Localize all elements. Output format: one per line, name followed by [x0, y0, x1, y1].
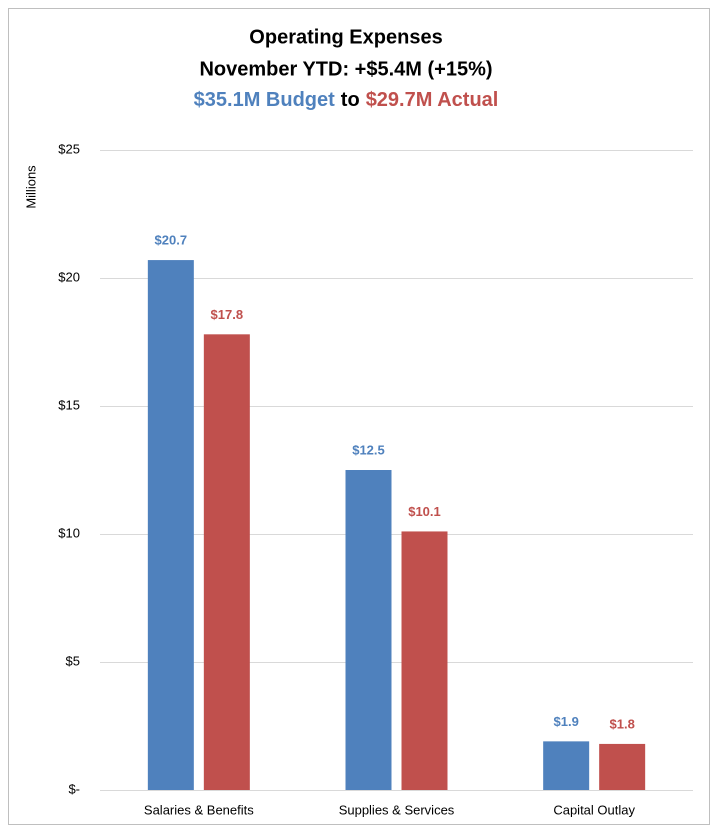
y-tick-label: $15 [58, 397, 80, 412]
data-label: $1.9 [554, 714, 579, 729]
chart-title: Operating Expenses [249, 26, 442, 48]
data-label: $17.8 [211, 307, 244, 322]
data-label: $12.5 [352, 442, 385, 457]
bar [401, 531, 448, 790]
data-label: $1.8 [610, 716, 635, 731]
bar [147, 260, 194, 791]
y-tick-label: $5 [66, 653, 80, 668]
subtitle-part: to [341, 89, 360, 111]
y-axis-label: Millions [23, 165, 38, 209]
chart-subtitle: November YTD: +$5.4M (+15%) [199, 58, 492, 80]
subtitle-part: $35.1M Budget [194, 89, 335, 111]
x-tick-label: Salaries & Benefits [144, 802, 254, 817]
bar [345, 470, 392, 790]
x-tick-label: Capital Outlay [553, 802, 635, 817]
data-label: $10.1 [408, 504, 441, 519]
y-tick-label: $- [68, 781, 80, 796]
y-tick-label: $10 [58, 525, 80, 540]
bar [203, 334, 250, 790]
subtitle-part: $29.7M Actual [366, 89, 499, 111]
chart-subtitle-colored: $35.1M Budget to $29.7M Actual [194, 89, 499, 111]
y-tick-label: $25 [58, 141, 80, 156]
x-tick-label: Supplies & Services [339, 802, 455, 817]
bar [599, 743, 646, 790]
data-label: $20.7 [155, 233, 188, 248]
bar [543, 741, 590, 790]
y-tick-label: $20 [58, 269, 80, 284]
